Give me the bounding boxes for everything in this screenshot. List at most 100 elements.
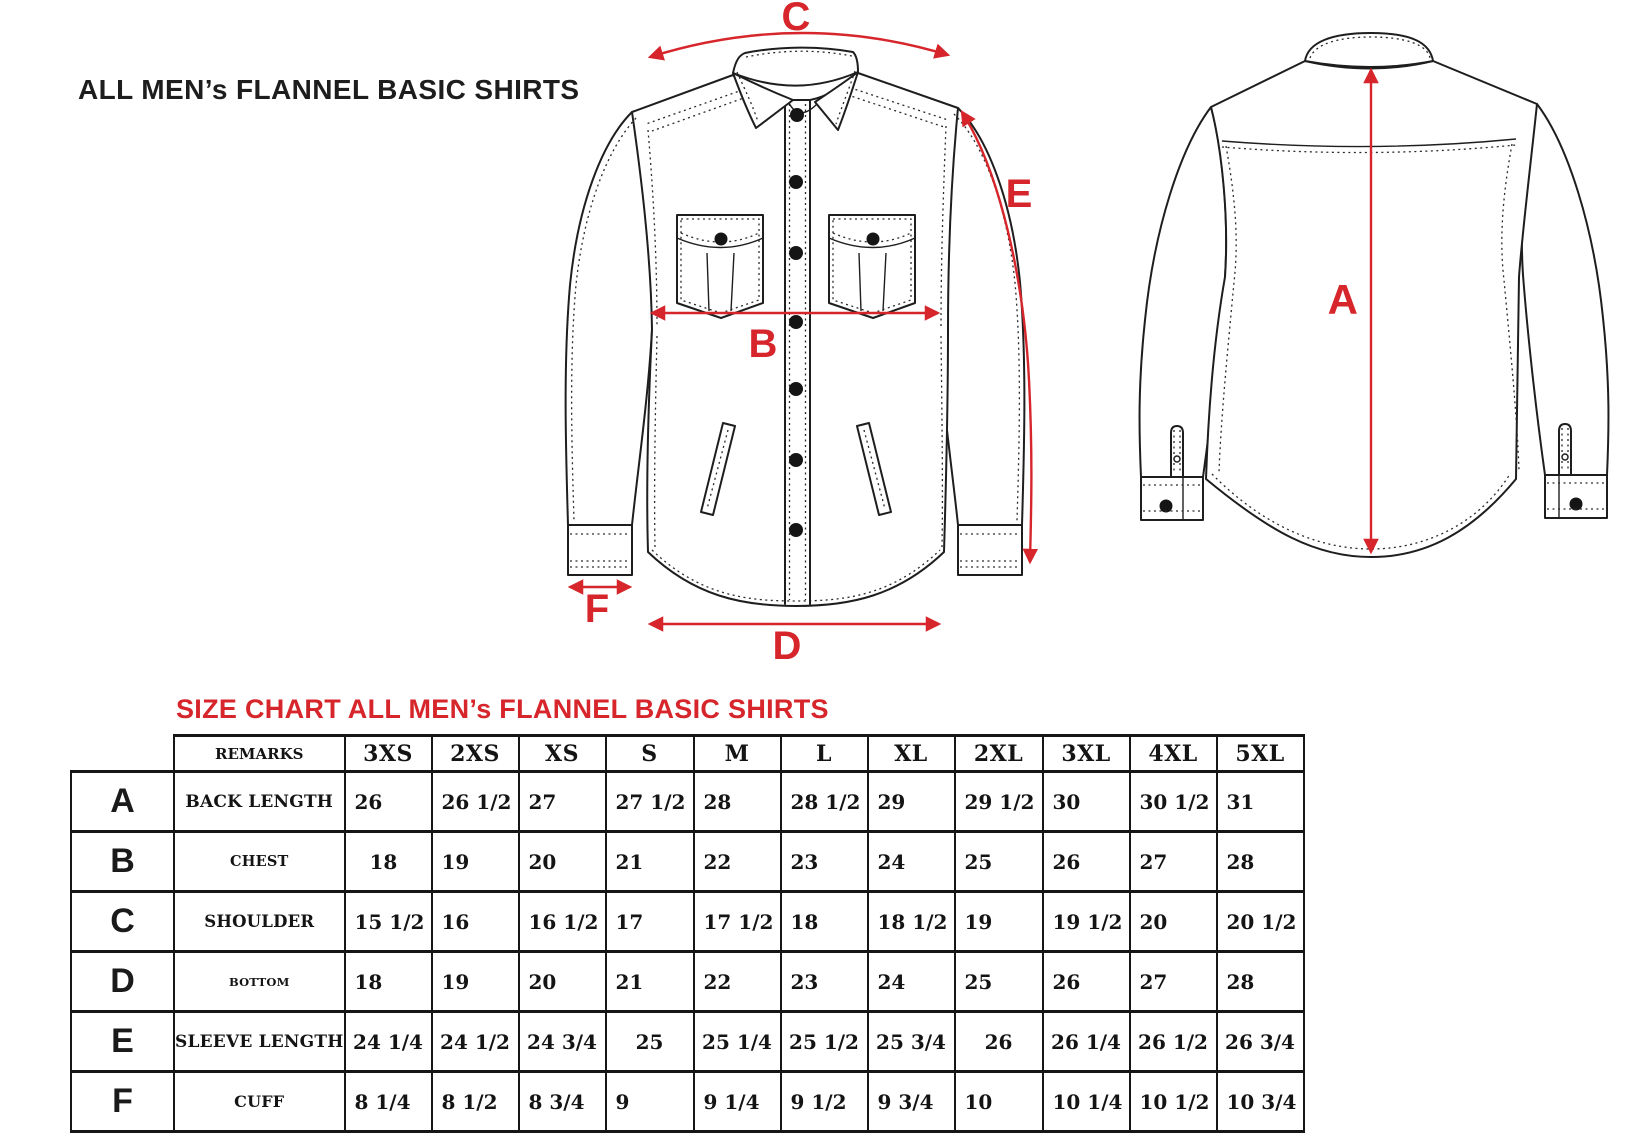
size-cell: 27 1/2 [604, 770, 695, 833]
size-cell: 24 1/4 [343, 1010, 433, 1073]
table-row-sleeve-length: E SLEEVE LENGTH 24 1/4 24 1/2 24 3/4 25 … [70, 1010, 1305, 1073]
size-cell: 26 [1041, 950, 1131, 1013]
size-col-header: 2XL [953, 734, 1044, 773]
size-cell: 25 [953, 830, 1044, 893]
table-row-chest: B CHEST 18 19 20 21 22 23 24 25 26 27 28 [70, 830, 1305, 893]
size-col-header: 2XS [430, 734, 520, 773]
size-cell: 24 [866, 950, 956, 1013]
size-cell: 17 1/2 [692, 890, 782, 953]
back-stitch-lines [1143, 36, 1605, 550]
back-right-sleeve [1520, 103, 1610, 476]
size-cell: 26 3/4 [1215, 1010, 1305, 1073]
size-col-header: M [692, 734, 782, 773]
size-col-header: L [779, 734, 869, 773]
front-slash-pockets [700, 422, 892, 516]
table-row-cuff: F CUFF 8 1/4 8 1/2 8 3/4 9 9 1/4 9 1/2 9… [70, 1070, 1305, 1133]
size-cell: 25 [604, 1010, 695, 1073]
front-shirt-diagram: C B E F D [564, 0, 1039, 665]
table-row-shoulder: C SHOULDER 15 1/2 16 16 1/2 17 17 1/2 18… [70, 890, 1305, 953]
size-col-header: 5XL [1215, 734, 1305, 773]
size-cell: 28 [1215, 950, 1305, 1013]
row-letter: F [70, 1070, 175, 1133]
size-cell: 27 [1128, 830, 1218, 893]
size-cell: 26 1/4 [1041, 1010, 1131, 1073]
size-cell: 22 [692, 950, 782, 1013]
remarks-header: REMARKS [173, 734, 346, 773]
size-cell: 29 1/2 [953, 770, 1044, 833]
size-cell: 25 [953, 950, 1044, 1013]
size-cell: 10 3/4 [1215, 1070, 1305, 1133]
size-cell: 20 [517, 950, 607, 1013]
table-row-bottom: D BOTTOM 18 19 20 21 22 23 24 25 26 27 2… [70, 950, 1305, 1013]
size-cell: 20 [1128, 890, 1218, 953]
row-letter: C [70, 890, 175, 953]
remark-label: SLEEVE LENGTH [173, 1010, 346, 1073]
size-cell: 15 1/2 [343, 890, 433, 953]
measure-label-bottom-d: D [773, 624, 802, 665]
size-col-header: 4XL [1128, 734, 1218, 773]
size-cell: 28 1/2 [779, 770, 869, 833]
size-cell: 27 [1128, 950, 1218, 1013]
size-cell: 22 [692, 830, 782, 893]
measure-label-chest-b: B [749, 322, 778, 366]
size-cell: 10 1/2 [1128, 1070, 1218, 1133]
size-cell: 17 [604, 890, 695, 953]
size-cell: 25 3/4 [866, 1010, 956, 1073]
size-cell: 31 [1215, 770, 1305, 833]
front-measure-arrows [567, 31, 1039, 632]
size-cell: 9 1/4 [692, 1070, 782, 1133]
size-cell: 25 1/2 [779, 1010, 869, 1073]
back-shirt-diagram: A [1138, 32, 1610, 558]
measure-label-shoulder-c: C [782, 0, 811, 39]
page-title: ALL MEN’s FLANNEL BASIC SHIRTS [78, 74, 580, 105]
header-row: REMARKS 3XS 2XS XS S M L XL 2XL 3XL 4XL … [71, 734, 1305, 773]
row-letter: D [70, 950, 175, 1013]
front-left-cuff [567, 524, 633, 576]
size-cell: 9 3/4 [866, 1070, 956, 1133]
size-chart-title: SIZE CHART ALL MEN’s FLANNEL BASIC SHIRT… [176, 694, 829, 724]
size-cell: 20 [517, 830, 607, 893]
size-cell: 26 1/2 [430, 770, 520, 833]
size-cell: 20 1/2 [1215, 890, 1305, 953]
front-buttons [789, 108, 804, 537]
size-cell: 18 [343, 950, 433, 1013]
size-cell: 21 [604, 830, 695, 893]
size-cell: 19 [430, 950, 520, 1013]
size-cell: 29 [866, 770, 956, 833]
size-chart-table: REMARKS 3XS 2XS XS S M L XL 2XL 3XL 4XL … [70, 734, 1305, 1133]
table-row-back-length: A BACK LENGTH 26 26 1/2 27 27 1/2 28 28 … [70, 770, 1305, 833]
size-cell: 28 [1215, 830, 1305, 893]
remark-label: BACK LENGTH [173, 770, 346, 833]
size-cell: 28 [692, 770, 782, 833]
size-cell: 10 1/4 [1041, 1070, 1131, 1133]
row-letter: A [70, 770, 175, 833]
remark-label: CHEST [173, 830, 346, 893]
size-cell: 19 [430, 830, 520, 893]
size-col-header: XL [866, 734, 956, 773]
size-col-header: 3XL [1041, 734, 1131, 773]
size-cell: 18 [779, 890, 869, 953]
remark-label: CUFF [173, 1070, 346, 1133]
size-cell: 30 [1041, 770, 1131, 833]
size-cell: 19 [953, 890, 1044, 953]
front-chest-pockets [676, 214, 916, 319]
measure-label-cuff-f: F [585, 587, 609, 631]
back-collar [1304, 32, 1434, 68]
size-cell: 24 [866, 830, 956, 893]
size-cell: 8 3/4 [517, 1070, 607, 1133]
size-cell: 16 1/2 [517, 890, 607, 953]
size-cell: 30 1/2 [1128, 770, 1218, 833]
measure-label-sleeve-e: E [1006, 172, 1033, 216]
size-cell: 26 [1041, 830, 1131, 893]
size-col-header: XS [517, 734, 607, 773]
size-cell: 9 1/2 [779, 1070, 869, 1133]
size-cell: 9 [604, 1070, 695, 1133]
remark-label: BOTTOM [173, 950, 346, 1013]
size-cell: 19 1/2 [1041, 890, 1131, 953]
size-cell: 23 [779, 830, 869, 893]
size-cell: 23 [779, 950, 869, 1013]
row-letter: E [70, 1010, 175, 1073]
size-cell: 24 1/2 [430, 1010, 520, 1073]
size-cell: 16 [430, 890, 520, 953]
